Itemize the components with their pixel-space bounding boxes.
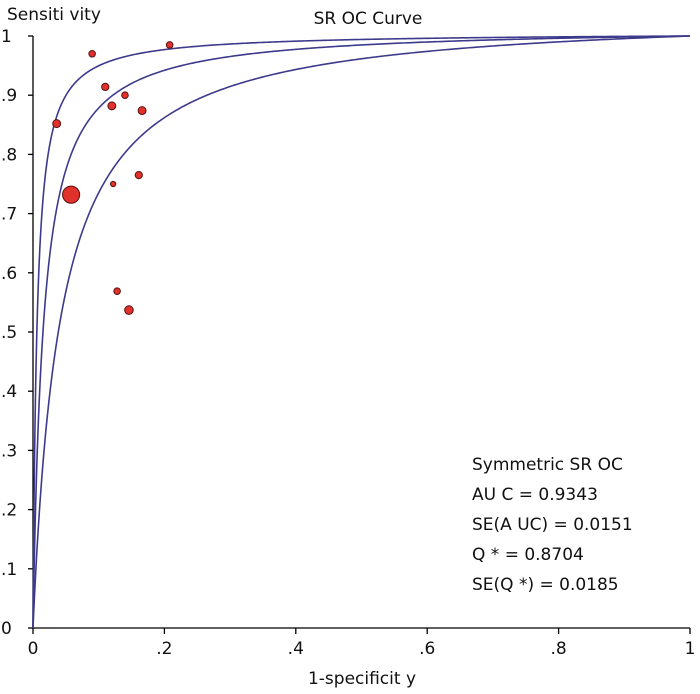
stats-heading: Symmetric SR OC <box>472 455 623 475</box>
x-axis-ticks: 0 .2 .4 .6 .8 1 <box>28 628 696 659</box>
stats-se-auc: SE(A UC) = 0.0151 <box>472 515 633 535</box>
y-tick-label: .4 <box>1 382 17 402</box>
sroc-curves <box>32 35 691 629</box>
stats-se-q-star: SE(Q *) = 0.0185 <box>472 575 619 595</box>
y-tick-label: .3 <box>1 441 17 461</box>
study-point <box>165 41 174 49</box>
x-tick-label: .4 <box>288 639 304 659</box>
plot-area <box>32 36 690 629</box>
x-tick-label: 0 <box>28 639 39 659</box>
y-tick-label: .7 <box>1 205 17 225</box>
stats-box: Symmetric SR OC AU C = 0.9343 SE(A UC) =… <box>472 455 633 595</box>
y-axis-ticks: 0 .1 .2 .3 .4 .5 .6 .7 .8 .9 1 <box>1 27 33 639</box>
x-tick-label: 1 <box>685 639 696 659</box>
y-tick-label: .1 <box>1 560 17 580</box>
x-tick-label: .2 <box>156 639 172 659</box>
study-point <box>134 170 143 180</box>
sroc-curve-sroc <box>32 35 691 628</box>
study-point <box>62 185 81 204</box>
y-tick-label: 1 <box>1 27 12 47</box>
y-tick-label: .6 <box>1 264 17 284</box>
x-tick-label: .6 <box>419 639 435 659</box>
study-point <box>137 106 147 116</box>
sroc-curve-lower-bound <box>32 35 691 629</box>
study-point <box>101 82 110 92</box>
x-tick-label: .8 <box>550 639 566 659</box>
y-tick-label: .5 <box>1 323 17 343</box>
sroc-curve-upper-bound <box>32 35 691 628</box>
study-point <box>113 287 121 295</box>
y-tick-label: .2 <box>1 501 17 521</box>
study-point <box>52 119 62 129</box>
y-tick-label: .8 <box>1 145 17 165</box>
study-point <box>110 180 117 188</box>
stats-q-star: Q * = 0.8704 <box>472 545 584 565</box>
study-points <box>52 41 174 315</box>
study-point <box>107 101 117 111</box>
study-point <box>121 91 129 99</box>
y-axis-title: Sensiti vity <box>7 5 101 25</box>
x-axis-title: 1-specificit y <box>308 669 416 689</box>
stats-auc: AU C = 0.9343 <box>472 485 598 505</box>
y-tick-label: .9 <box>1 86 17 106</box>
study-point <box>124 305 134 315</box>
y-tick-label: 0 <box>1 619 12 639</box>
study-point <box>88 49 96 58</box>
chart-title: SR OC Curve <box>314 9 423 29</box>
